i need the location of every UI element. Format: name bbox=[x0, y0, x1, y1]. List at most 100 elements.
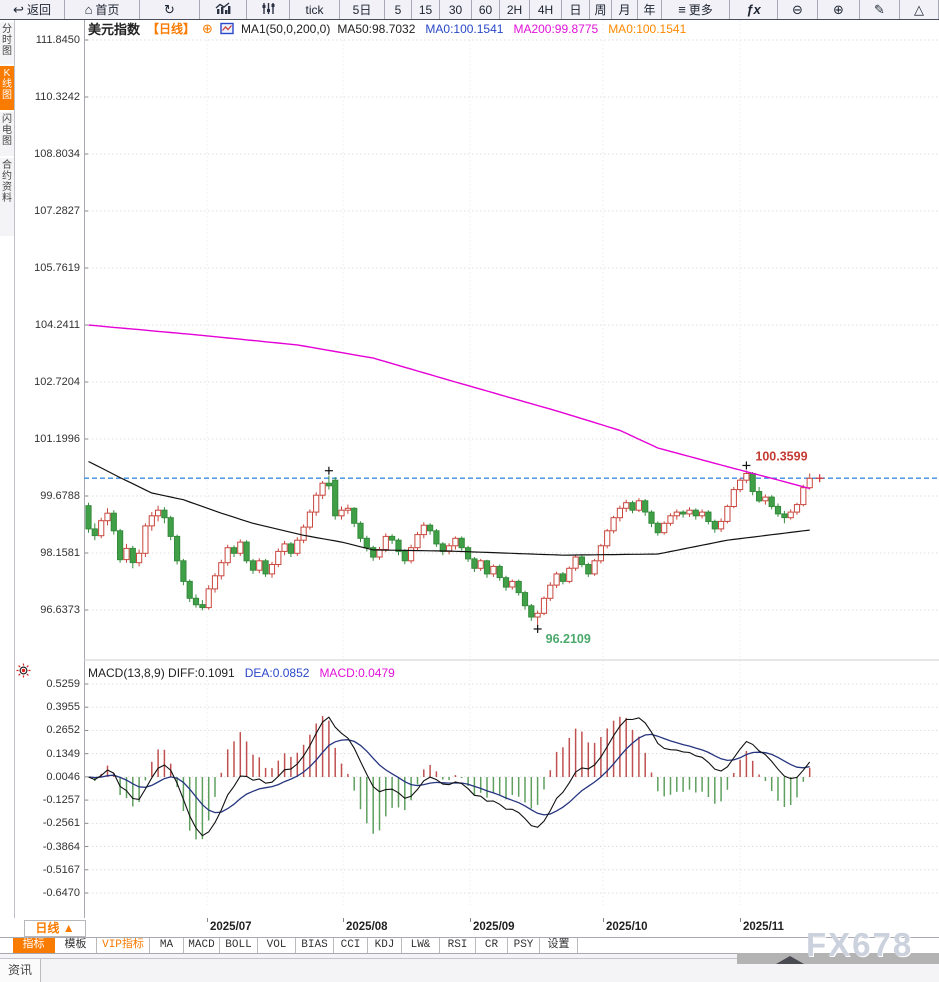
toolbar-label: 4H bbox=[537, 2, 554, 17]
zoom-in-icon: ⊕ bbox=[833, 2, 844, 17]
macd-axis-label: 0.0046 bbox=[46, 770, 80, 783]
period-day-button[interactable]: 日 bbox=[562, 0, 590, 19]
price-axis-label: 105.7619 bbox=[34, 262, 80, 274]
period-5d-button[interactable]: 5日 bbox=[340, 0, 385, 19]
zoom-out-icon: ⊖ bbox=[792, 2, 803, 17]
refresh-icon: ↻ bbox=[164, 2, 175, 17]
menu-icon: ≡ bbox=[678, 2, 686, 17]
toolbar-label: 返回 bbox=[26, 3, 51, 17]
toolbar-label: 周 bbox=[594, 3, 607, 17]
period-4h-button[interactable]: 4H bbox=[530, 0, 562, 19]
price-axis-label: 111.8450 bbox=[35, 34, 80, 46]
shape-button[interactable]: △ bbox=[900, 0, 939, 19]
ma-legend-item: MA50:98.7032 bbox=[337, 21, 416, 36]
indicator-tab-rsi[interactable]: RSI bbox=[440, 938, 476, 953]
horizontal-scrollbar[interactable] bbox=[737, 953, 939, 964]
sidebar-tab-kline-chart[interactable]: K线图 bbox=[0, 66, 14, 110]
period-selector[interactable]: 日线 ▲ bbox=[24, 920, 86, 937]
indicator-sliders-button[interactable] bbox=[247, 0, 290, 19]
sidebar-tab-lightning-chart[interactable]: 闪电图 bbox=[0, 112, 14, 156]
scrollbar-thumb-icon[interactable] bbox=[776, 956, 804, 964]
toolbar-label: 60 bbox=[478, 2, 493, 17]
ma-legend: MA50:98.7032 MA0:100.1541 MA200:99.8775 MA0… bbox=[337, 22, 686, 36]
ma-settings-icon[interactable] bbox=[220, 22, 234, 35]
period-tick-button[interactable]: tick bbox=[290, 0, 340, 19]
line-chart-button[interactable] bbox=[200, 0, 247, 19]
price-axis-label: 104.2411 bbox=[34, 319, 80, 331]
indicator-tab-[interactable]: 设置 bbox=[540, 938, 578, 953]
sliders-icon bbox=[261, 2, 276, 17]
indicator-tab-cr[interactable]: CR bbox=[476, 938, 508, 953]
refresh-button[interactable]: ↻ bbox=[140, 0, 200, 19]
indicator-tab-vol[interactable]: VOL bbox=[258, 938, 296, 953]
back-icon: ↩ bbox=[13, 2, 24, 17]
macd-axis-label: -0.2561 bbox=[42, 817, 80, 830]
indicator-tab-bias[interactable]: BIAS bbox=[296, 938, 334, 953]
macd-axis-label: 0.5259 bbox=[46, 678, 80, 690]
period-15-button[interactable]: 15 bbox=[412, 0, 440, 19]
sidebar-tab-time-chart[interactable]: 分时图 bbox=[0, 22, 14, 64]
macd-header: MACD(13,8,9) DIFF:0.1091 DEA:0.0852 MACD:0… bbox=[88, 666, 395, 680]
x-axis-month-label: 2025/09 bbox=[473, 921, 515, 933]
indicator-bar-top-line bbox=[0, 937, 939, 938]
indicator-tab-psy[interactable]: PSY bbox=[508, 938, 540, 953]
pencil-icon: ✎ bbox=[874, 2, 885, 17]
toolbar-label: 日 bbox=[569, 3, 582, 17]
toolbar-label: 2H bbox=[506, 2, 523, 17]
toolbar-label: 更多 bbox=[688, 3, 713, 17]
macd-settings-icon[interactable] bbox=[16, 663, 31, 681]
indicator-tab-vip[interactable]: VIP指标 bbox=[97, 938, 150, 953]
x-axis-tick bbox=[207, 918, 208, 922]
zoom-out-button[interactable]: ⊖ bbox=[778, 0, 818, 19]
period-2h-button[interactable]: 2H bbox=[500, 0, 530, 19]
toolbar-label: 5日 bbox=[352, 3, 372, 17]
indicator-tab-macd[interactable]: MACD bbox=[184, 938, 220, 953]
price-axis-label: 107.2827 bbox=[34, 205, 80, 217]
toolbar-label: 年 bbox=[643, 3, 656, 17]
indicator-tab-boll[interactable]: BOLL bbox=[220, 938, 258, 953]
x-axis-tick bbox=[470, 918, 471, 922]
period-month-button[interactable]: 月 bbox=[612, 0, 638, 19]
draw-button[interactable]: ✎ bbox=[860, 0, 900, 19]
macd-axis-label: -0.5167 bbox=[42, 863, 80, 876]
sidebar-tab-contract-info[interactable]: 合约资料 bbox=[0, 158, 14, 236]
x-axis-band: 2025/07 2025/08 2025/09 2025/10 2025/11 bbox=[0, 918, 939, 937]
indicator-tab-[interactable]: 模板 bbox=[55, 938, 97, 953]
period-5-button[interactable]: 5 bbox=[385, 0, 412, 19]
home-button[interactable]: ⌂ 首页 bbox=[65, 0, 140, 19]
indicator-tab-lw[interactable]: LW& bbox=[402, 938, 440, 953]
chart-area[interactable]: 100.3599 96.2109 bbox=[84, 20, 939, 921]
indicator-tab-kdj[interactable]: KDJ bbox=[368, 938, 402, 953]
macd-axis-label: 0.2652 bbox=[46, 724, 80, 737]
svg-text:96.2109: 96.2109 bbox=[546, 632, 591, 646]
x-axis-month-label: 2025/11 bbox=[743, 921, 784, 933]
period-30-button[interactable]: 30 bbox=[440, 0, 472, 19]
toolbar-label: 首页 bbox=[95, 3, 120, 17]
zoom-in-button[interactable]: ⊕ bbox=[818, 0, 860, 19]
macd-axis-label: 0.1349 bbox=[46, 747, 80, 760]
ma-settings-text: MA1(50,0,200,0) bbox=[240, 21, 331, 36]
toolbar-label: 15 bbox=[418, 2, 433, 17]
period-60-button[interactable]: 60 bbox=[472, 0, 500, 19]
indicator-tab-[interactable]: 指标 bbox=[13, 938, 55, 953]
toolbar-label: 30 bbox=[448, 2, 463, 17]
indicator-bar-bottom-line bbox=[0, 953, 939, 954]
toolbar-label: tick bbox=[305, 2, 324, 17]
circle-plus-icon[interactable]: ⊕ bbox=[202, 20, 213, 36]
period-year-button[interactable]: 年 bbox=[638, 0, 662, 19]
indicator-tab-ma[interactable]: MA bbox=[150, 938, 184, 953]
bottom-panel-line bbox=[0, 958, 939, 959]
macd-axis-label: -0.6470 bbox=[42, 886, 80, 899]
back-button[interactable]: ↩ 返回 bbox=[0, 0, 65, 19]
formula-button[interactable]: ƒx bbox=[730, 0, 778, 19]
symbol-name: 美元指数 bbox=[88, 22, 141, 37]
home-icon: ⌂ bbox=[84, 2, 93, 17]
tab-news[interactable]: 资讯 bbox=[0, 959, 41, 982]
indicator-tab-cci[interactable]: CCI bbox=[334, 938, 368, 953]
macd-header-item: MACD:0.0479 bbox=[319, 666, 395, 680]
period-week-button[interactable]: 周 bbox=[590, 0, 612, 19]
more-button[interactable]: ≡ 更多 bbox=[662, 0, 730, 19]
macd-axis-label: -0.3864 bbox=[42, 840, 80, 853]
x-axis-month-label: 2025/08 bbox=[346, 921, 388, 933]
